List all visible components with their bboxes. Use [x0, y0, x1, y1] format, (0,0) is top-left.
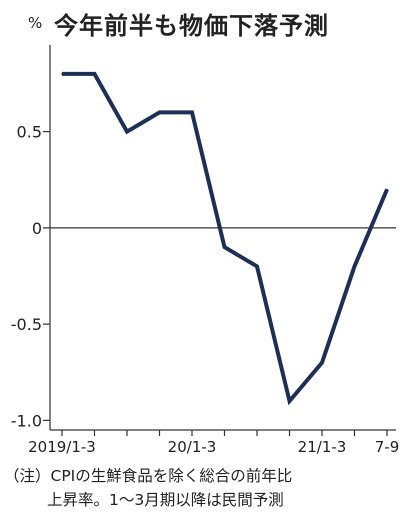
cpi-series-line — [62, 71, 389, 406]
data-point — [191, 111, 193, 114]
axes — [49, 45, 396, 431]
data-point — [158, 111, 161, 114]
y-tick-label: 0 — [32, 219, 42, 238]
data-point — [321, 361, 323, 364]
y-tick-label: -0.5 — [11, 315, 42, 334]
x-tick-label: 21/1-3 — [298, 438, 347, 456]
y-tick-label: 0.5 — [17, 123, 42, 142]
chart-title: 今年前半も物価下落予測 — [54, 12, 329, 40]
footnote-line-1: （注）CPIの生鮮食品を除く総合の前年比 — [4, 467, 293, 485]
y-unit-label: % — [28, 14, 43, 32]
data-point — [386, 188, 388, 191]
x-tick-label: 2019/1-3 — [28, 438, 96, 456]
data-point — [61, 73, 63, 75]
x-tick-label: 7-9 — [375, 438, 400, 456]
y-tick-label: -1.0 — [11, 411, 42, 430]
data-point — [256, 265, 258, 268]
series-lines — [61, 71, 389, 406]
data-point — [93, 73, 96, 75]
data-point — [223, 246, 226, 248]
data-point — [126, 130, 128, 133]
y-axis-ticks: 0.5 0 -0.5 -1.0 — [11, 123, 50, 430]
x-axis-ticks: 2019/1-3 20/1-3 21/1-3 7-9 — [28, 430, 399, 456]
data-point — [353, 265, 356, 268]
footnote: （注）CPIの生鮮食品を除く総合の前年比 上昇率。1～3月期以降は民間予測 — [4, 464, 412, 512]
data-point — [288, 400, 291, 402]
x-tick-label: 20/1-3 — [168, 438, 217, 456]
footnote-line-2: 上昇率。1～3月期以降は民間予測 — [47, 491, 284, 509]
